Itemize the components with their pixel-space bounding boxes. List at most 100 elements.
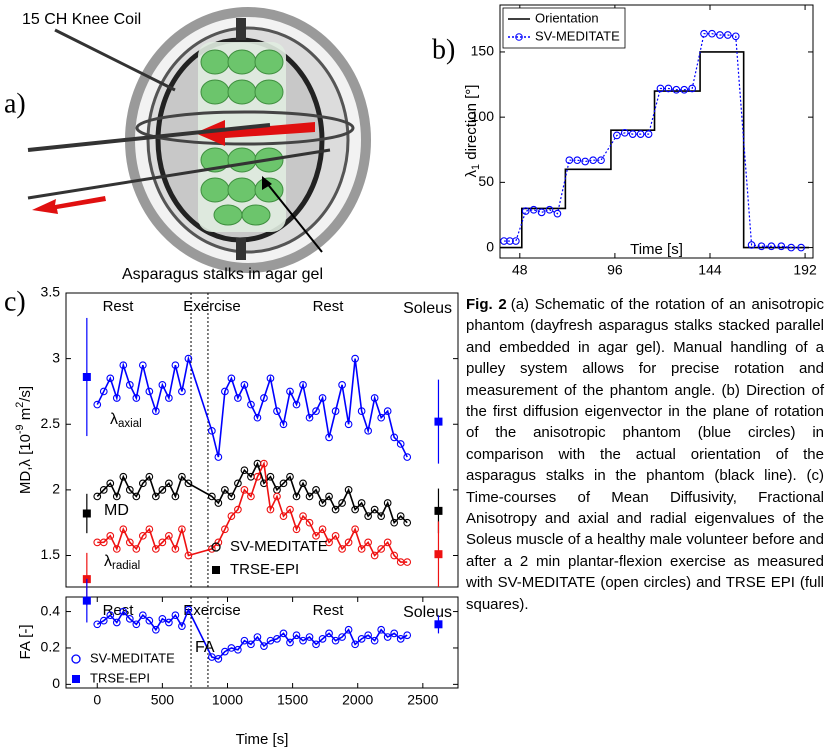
data-point — [112, 394, 121, 402]
data-point — [521, 207, 530, 215]
period-label: Rest — [103, 298, 135, 315]
data-point — [364, 512, 372, 520]
data-point — [688, 84, 697, 93]
data-point — [178, 525, 186, 534]
label-part: m — [17, 408, 34, 425]
data-point — [553, 209, 562, 218]
data-point — [338, 381, 346, 389]
data-point — [331, 531, 340, 540]
coil-post — [236, 238, 246, 260]
data-point — [312, 531, 320, 540]
legend-marker — [72, 675, 80, 683]
period-label: Rest — [313, 298, 345, 315]
legend-marker — [515, 33, 523, 41]
data-point — [214, 453, 223, 461]
data-point — [132, 545, 141, 553]
muscle-label: Soleus — [403, 300, 452, 317]
data-point — [125, 486, 134, 494]
data-point — [221, 387, 229, 396]
data-point — [286, 387, 294, 396]
panel-label: a) — [4, 88, 26, 119]
y-tick-label: 3 — [52, 349, 60, 365]
legend-marker — [211, 542, 221, 552]
data-point — [145, 387, 154, 396]
data-point — [331, 636, 340, 645]
data-point — [338, 499, 346, 507]
data-point — [221, 486, 229, 494]
data-point — [125, 381, 134, 389]
data-point — [112, 492, 121, 501]
data-point — [299, 512, 307, 520]
data-point — [390, 433, 399, 442]
data-point — [390, 551, 399, 560]
y-tick-label: 2.5 — [41, 415, 61, 431]
data-point — [628, 130, 637, 138]
data-point — [138, 479, 147, 488]
data-point — [357, 499, 366, 507]
data-point — [318, 499, 327, 507]
data-point — [273, 407, 281, 415]
data-point — [221, 525, 229, 534]
data-point — [377, 413, 386, 422]
data-point — [273, 492, 281, 501]
pulley-string — [27, 123, 271, 152]
caption-label: Fig. 2 — [466, 296, 507, 313]
data-point — [279, 420, 288, 429]
data-point — [370, 505, 379, 514]
data-point — [357, 635, 366, 643]
data-point — [331, 407, 340, 415]
data-point — [247, 492, 255, 501]
data-point — [312, 486, 320, 494]
x-tick-label: 2500 — [407, 692, 438, 708]
data-point — [286, 638, 294, 647]
data-point — [152, 407, 160, 415]
data-point — [565, 156, 574, 165]
data-point — [184, 354, 193, 363]
label-part: direction [°] — [463, 85, 480, 164]
data-point — [171, 361, 180, 370]
pointer — [265, 181, 323, 253]
data-point — [106, 611, 115, 620]
data-point — [227, 512, 236, 520]
y-tick-label: 0.4 — [41, 602, 61, 618]
data-point — [636, 130, 645, 138]
data-point — [165, 618, 173, 627]
data-point — [700, 29, 708, 38]
data-point — [797, 243, 805, 252]
period-label: Exercise — [183, 298, 241, 315]
data-point — [377, 512, 386, 520]
data-point — [158, 381, 167, 389]
y-axis-label: MD,λ [10-9 m2/s] — [14, 386, 34, 494]
data-point — [112, 618, 121, 627]
x-tick-label: 0 — [93, 692, 101, 708]
x-axis-label: Time [s] — [630, 241, 683, 258]
data-point — [253, 472, 262, 481]
data-point — [240, 486, 249, 494]
data-point — [247, 640, 255, 649]
data-point — [93, 620, 102, 629]
data-point — [396, 440, 405, 448]
data-point — [158, 538, 167, 547]
legend-marker — [71, 654, 81, 664]
data-point — [279, 512, 288, 520]
data-point — [132, 620, 141, 629]
data-point — [680, 85, 689, 94]
data-point — [165, 531, 173, 540]
data-point — [138, 531, 147, 540]
series-line — [500, 51, 810, 249]
label-part: 1 — [470, 164, 482, 170]
data-point — [184, 479, 193, 488]
data-point — [106, 374, 115, 383]
data-point — [325, 629, 333, 638]
data-point — [260, 459, 268, 468]
label-part: 2 — [14, 402, 26, 408]
y-tick-label: 0 — [486, 238, 494, 254]
series-label: λaxial — [110, 411, 142, 430]
data-point — [344, 420, 353, 429]
x-tick-label: 96 — [607, 262, 623, 278]
data-point — [331, 505, 340, 514]
data-point — [357, 407, 366, 415]
label-part: -9 — [14, 424, 26, 434]
label-part: λ — [110, 411, 118, 428]
caption: Fig. 2 (a) Schematic of the rotation of a… — [466, 294, 824, 615]
